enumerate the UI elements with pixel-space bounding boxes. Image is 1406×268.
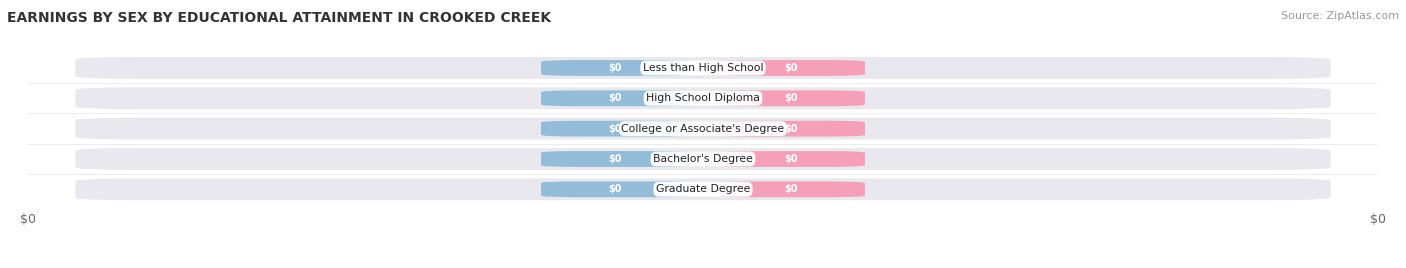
Text: Bachelor's Degree: Bachelor's Degree bbox=[652, 154, 754, 164]
FancyBboxPatch shape bbox=[76, 57, 1330, 79]
Text: $0: $0 bbox=[785, 184, 797, 194]
Text: $0: $0 bbox=[785, 93, 797, 103]
FancyBboxPatch shape bbox=[541, 90, 689, 106]
Text: $0: $0 bbox=[609, 93, 621, 103]
Text: EARNINGS BY SEX BY EDUCATIONAL ATTAINMENT IN CROOKED CREEK: EARNINGS BY SEX BY EDUCATIONAL ATTAINMEN… bbox=[7, 11, 551, 25]
Text: $0: $0 bbox=[785, 63, 797, 73]
Legend: Male, Female: Male, Female bbox=[637, 263, 769, 268]
FancyBboxPatch shape bbox=[717, 151, 865, 167]
Text: $0: $0 bbox=[785, 154, 797, 164]
Text: Less than High School: Less than High School bbox=[643, 63, 763, 73]
FancyBboxPatch shape bbox=[541, 151, 689, 167]
FancyBboxPatch shape bbox=[76, 118, 1330, 140]
Text: College or Associate's Degree: College or Associate's Degree bbox=[621, 124, 785, 134]
FancyBboxPatch shape bbox=[717, 90, 865, 106]
Text: $0: $0 bbox=[609, 184, 621, 194]
FancyBboxPatch shape bbox=[76, 148, 1330, 170]
FancyBboxPatch shape bbox=[717, 121, 865, 136]
Text: Graduate Degree: Graduate Degree bbox=[655, 184, 751, 194]
FancyBboxPatch shape bbox=[717, 181, 865, 197]
Text: High School Diploma: High School Diploma bbox=[647, 93, 759, 103]
FancyBboxPatch shape bbox=[541, 181, 689, 197]
FancyBboxPatch shape bbox=[541, 60, 689, 76]
Text: Source: ZipAtlas.com: Source: ZipAtlas.com bbox=[1281, 11, 1399, 21]
Text: $0: $0 bbox=[609, 154, 621, 164]
FancyBboxPatch shape bbox=[541, 121, 689, 136]
Text: $0: $0 bbox=[609, 63, 621, 73]
Text: $0: $0 bbox=[609, 124, 621, 134]
FancyBboxPatch shape bbox=[76, 178, 1330, 200]
FancyBboxPatch shape bbox=[76, 87, 1330, 109]
FancyBboxPatch shape bbox=[717, 60, 865, 76]
Text: $0: $0 bbox=[785, 124, 797, 134]
